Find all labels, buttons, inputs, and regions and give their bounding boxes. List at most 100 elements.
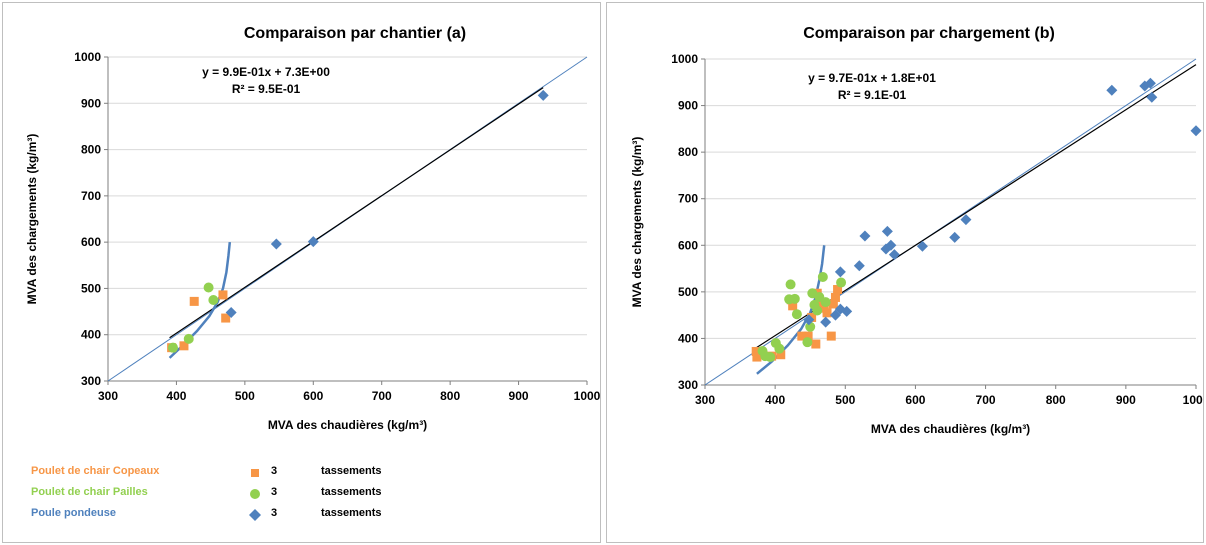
x-axis-label: MVA des chaudières (kg/m³)	[268, 418, 427, 432]
legend-item-pailles: Poulet de chair Pailles 3 tassements	[16, 483, 436, 504]
data-point-diamond	[841, 305, 853, 317]
regression-equation: y = 9.9E-01x + 7.3E+00	[202, 65, 330, 79]
data-point-diamond	[888, 249, 900, 261]
y-tick-label: 900	[678, 99, 698, 113]
y-tick-label: 700	[678, 192, 698, 206]
data-point-square	[833, 285, 843, 295]
y-tick-label: 500	[81, 281, 101, 295]
r-squared: R² = 9.5E-01	[232, 82, 301, 96]
data-point-diamond	[949, 231, 961, 243]
y-tick-label: 300	[678, 378, 698, 392]
data-point-diamond	[881, 225, 893, 237]
y-tick-label: 800	[81, 143, 101, 157]
data-point-diamond	[1144, 77, 1156, 89]
data-point-square	[803, 331, 813, 341]
y-tick-label: 600	[81, 235, 101, 249]
data-point-circle	[817, 271, 828, 282]
x-tick-label: 1000	[574, 389, 600, 403]
data-point-circle	[805, 321, 816, 332]
y-tick-label: 500	[678, 285, 698, 299]
data-point-square	[218, 290, 228, 300]
regression-equation: y = 9.7E-01x + 1.8E+01	[808, 71, 936, 85]
data-point-circle	[203, 282, 214, 293]
x-tick-label: 900	[509, 389, 529, 403]
y-tick-label: 1000	[74, 50, 101, 64]
data-point-square	[828, 299, 838, 309]
data-point-square	[811, 339, 821, 349]
data-point-square	[788, 301, 798, 311]
data-point-circle	[820, 297, 831, 308]
data-point-circle	[836, 277, 847, 288]
legend-count: 3	[271, 465, 278, 477]
y-tick-label: 900	[81, 96, 101, 110]
fit-curve	[168, 241, 232, 359]
chart-title: Comparaison par chantier (a)	[244, 25, 466, 42]
chart-panel-a: Comparaison par chantier (a) 300 400 500 600…	[2, 2, 601, 543]
chart-title: Comparaison par chargement (b)	[803, 25, 1055, 42]
data-point-circle	[208, 295, 219, 305]
data-point-square	[179, 341, 189, 351]
data-point-square	[819, 303, 829, 313]
data-point-diamond	[853, 260, 865, 272]
x-axis-label: MVA des chaudières (kg/m³)	[871, 422, 1030, 436]
data-point-diamond	[820, 316, 832, 328]
y-tick-label: 600	[678, 238, 698, 252]
y-tick-label: 400	[678, 331, 698, 345]
data-point-diamond	[960, 214, 972, 226]
legend-item-copeaux: Poulet de chair Copeaux 3 tassements	[16, 462, 436, 483]
legend-unit: tassements	[321, 465, 382, 477]
x-tick-label: 1000	[1183, 393, 1203, 407]
x-tick-label: 800	[440, 389, 460, 403]
x-tick-label: 300	[98, 389, 118, 403]
data-point-square	[797, 331, 807, 341]
data-point-diamond	[1106, 84, 1118, 96]
data-point-diamond	[885, 239, 897, 251]
data-point-diamond	[859, 230, 871, 242]
data-point-diamond	[880, 243, 892, 255]
diamond-marker-icon	[249, 509, 261, 521]
data-point-square	[822, 308, 832, 318]
data-point-square	[751, 346, 761, 356]
legend-label: Poulet de chair Copeaux	[31, 465, 160, 477]
x-tick-label: 300	[695, 393, 715, 407]
data-point-circle	[812, 305, 823, 316]
trendline	[169, 87, 544, 339]
legend: Poulet de chair Copeaux 3 tassements Pou…	[16, 462, 436, 525]
data-point-diamond	[1190, 125, 1202, 137]
legend-unit: tassements	[321, 486, 382, 498]
data-point-circle	[765, 352, 776, 363]
chart-panel-b: Comparaison par chargement (b) 300 400 500 6…	[606, 2, 1204, 543]
data-point-circle	[774, 343, 785, 354]
data-point-circle	[802, 337, 813, 348]
data-point-square	[826, 331, 836, 341]
data-point-square	[830, 292, 840, 302]
chart-a-svg: Comparaison par chantier (a) 300 400 500 600…	[25, 25, 600, 432]
chart-b-svg: Comparaison par chargement (b) 300 400 500 6…	[630, 25, 1203, 436]
y-axis-label: MVA des chargements (kg/m³)	[630, 137, 644, 308]
x-tick-label: 900	[1116, 393, 1136, 407]
x-tick-label: 800	[1046, 393, 1066, 407]
y-tick-label: 700	[81, 189, 101, 203]
y-tick-label: 400	[81, 328, 101, 342]
data-point-diamond	[1146, 91, 1158, 103]
data-point-circle	[168, 342, 179, 353]
y-tick-label: 800	[678, 145, 698, 159]
circle-marker-icon	[250, 489, 260, 499]
data-point-diamond	[834, 266, 846, 278]
data-point-circle	[789, 293, 800, 304]
data-point-square	[752, 352, 762, 362]
x-tick-label: 400	[765, 393, 785, 407]
data-point-diamond	[916, 240, 928, 252]
square-marker-icon	[251, 469, 259, 477]
data-point-diamond	[537, 89, 549, 101]
x-tick-label: 600	[303, 389, 323, 403]
data-point-square	[189, 296, 199, 306]
data-point-square	[776, 350, 786, 360]
data-point-circle	[785, 279, 796, 290]
data-point-square	[221, 313, 231, 323]
legend-count: 3	[271, 507, 278, 519]
x-tick-label: 700	[976, 393, 996, 407]
x-tick-label: 500	[835, 393, 855, 407]
data-point-diamond	[225, 306, 237, 318]
legend-unit: tassements	[321, 507, 382, 519]
